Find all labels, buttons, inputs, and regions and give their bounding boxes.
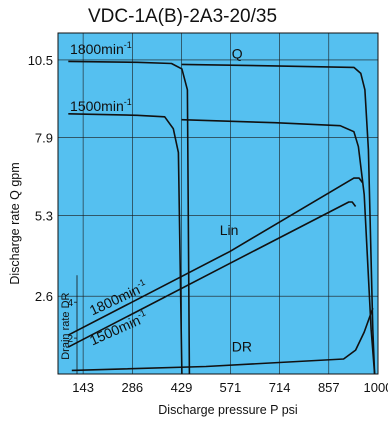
series-line xyxy=(181,118,376,375)
annotation-superscript: -1 xyxy=(135,277,146,289)
chart-title: VDC-1A(B)-2A3-20/35 xyxy=(88,6,278,27)
drain-tick-label: 4 xyxy=(67,298,73,309)
x-tick-label: 857 xyxy=(318,380,340,395)
x-axis-label: Discharge pressure P psi xyxy=(158,403,297,417)
series-line xyxy=(71,307,374,372)
x-tick-label: 286 xyxy=(121,380,143,395)
y-tick-label: 7.9 xyxy=(35,131,53,146)
y-tick-label: 2.6 xyxy=(35,289,53,304)
drain-tick-label: 2 xyxy=(67,334,73,345)
y-axis-label: Discharge rate Q gpm xyxy=(8,162,22,284)
annotation-label: Q xyxy=(232,45,243,61)
annotation-label: Lin xyxy=(220,222,239,238)
x-tick-label: 143 xyxy=(72,380,94,395)
plot-frame xyxy=(57,32,379,375)
annotation-label: DR xyxy=(232,339,252,355)
series-line xyxy=(181,63,376,375)
x-tick-label: 571 xyxy=(220,380,242,395)
series-line xyxy=(68,60,191,375)
annotation-superscript: -1 xyxy=(124,40,132,50)
series-line xyxy=(67,177,364,336)
annotation-superscript: -1 xyxy=(124,97,132,107)
annotation-label: 1500min-1 xyxy=(70,97,132,114)
y-tick-label: 5.3 xyxy=(35,208,53,223)
x-tick-label: 1000 xyxy=(364,380,388,395)
series-line xyxy=(68,113,183,375)
plot-area xyxy=(58,33,378,374)
y-tick-label: 10.5 xyxy=(28,53,53,68)
annotation-superscript: -1 xyxy=(136,308,147,320)
annotation-label: 1800min-1 xyxy=(70,40,132,57)
x-tick-label: 714 xyxy=(269,380,291,395)
drain-axis-label: Drain rate DR xyxy=(60,292,72,359)
x-tick-label: 429 xyxy=(171,380,193,395)
series-line xyxy=(67,201,357,348)
